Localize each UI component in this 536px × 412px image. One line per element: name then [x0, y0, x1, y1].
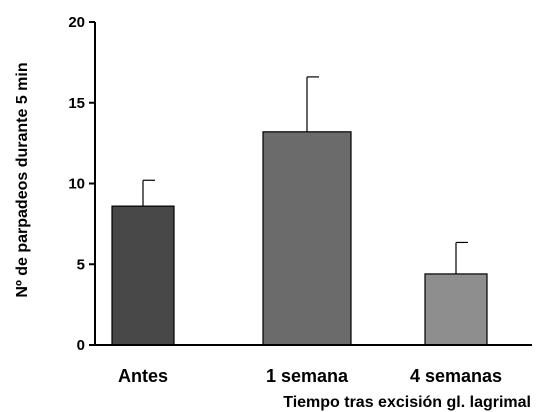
x-category-label: 1 semana — [266, 366, 349, 386]
x-category-labels-layer: Antes 1 semana 4 semanas — [118, 366, 502, 386]
y-tick-label: 15 — [68, 95, 85, 112]
y-tick-label: 5 — [77, 256, 85, 273]
y-axis-title: Nº de parpadeos durante 5 min — [14, 62, 31, 297]
x-axis-title: Tiempo tras excisión gl. lagrimal — [283, 394, 531, 411]
bars-layer — [111, 131, 488, 346]
y-tick-label: 10 — [68, 176, 85, 193]
x-category-label: Antes — [118, 366, 168, 386]
error-bars-layer — [142, 76, 468, 274]
y-tick-label: 20 — [68, 14, 85, 31]
bar-antes — [111, 205, 175, 346]
bar-1-semana — [262, 131, 352, 346]
y-ticks-layer: 0 5 10 15 20 — [68, 14, 95, 354]
bar-4-semanas — [424, 273, 488, 346]
x-category-label: 4 semanas — [410, 366, 502, 386]
y-tick-label: 0 — [77, 337, 85, 354]
